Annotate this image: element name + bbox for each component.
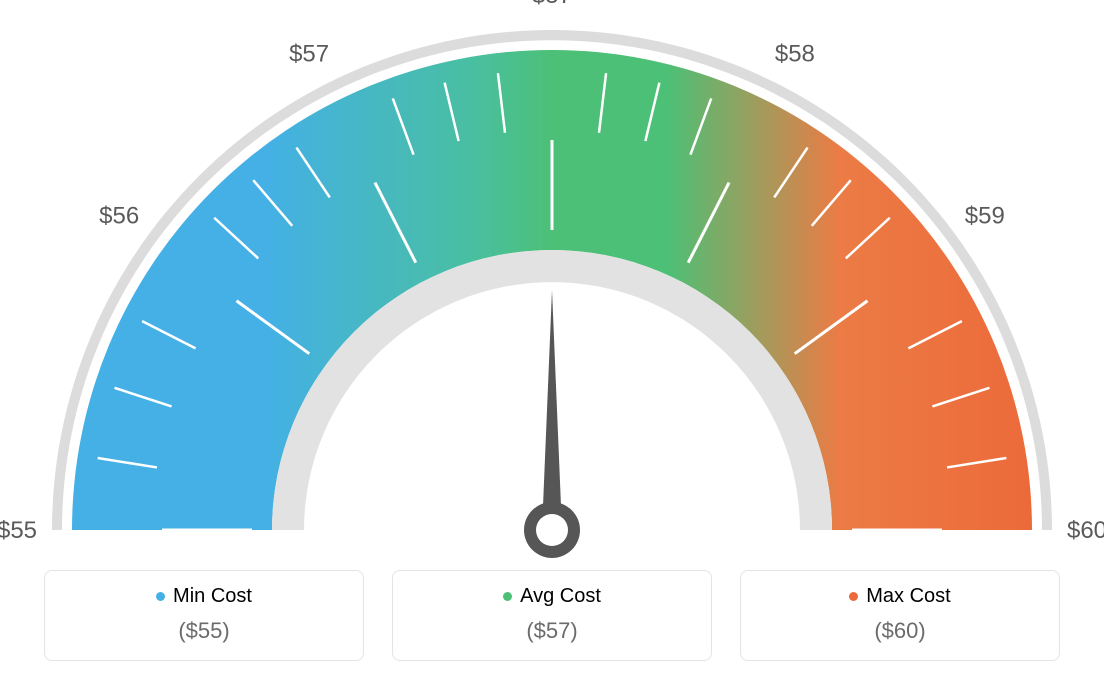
legend-value-max: ($60) xyxy=(759,618,1041,644)
legend-label-max: Max Cost xyxy=(866,585,950,608)
legend-title-avg: Avg Cost xyxy=(503,585,601,608)
legend-title-min: Min Cost xyxy=(156,585,252,608)
legend-value-min: ($55) xyxy=(63,618,345,644)
gauge-svg: $55 $56 $57 $57 $58 $59 $60 xyxy=(0,0,1104,560)
svg-text:$58: $58 xyxy=(775,40,815,67)
legend-dot-max xyxy=(849,592,858,601)
legend-value-avg: ($57) xyxy=(411,618,693,644)
legend-dot-avg xyxy=(503,592,512,601)
svg-text:$56: $56 xyxy=(99,203,139,230)
legend-row: Min Cost ($55) Avg Cost ($57) Max Cost (… xyxy=(0,570,1104,661)
legend-label-avg: Avg Cost xyxy=(520,585,601,608)
legend-card-min: Min Cost ($55) xyxy=(44,570,364,661)
legend-dot-min xyxy=(156,592,165,601)
svg-text:$55: $55 xyxy=(0,517,37,544)
svg-text:$57: $57 xyxy=(289,40,329,67)
gauge-chart: $55 $56 $57 $57 $58 $59 $60 xyxy=(0,0,1104,560)
svg-text:$57: $57 xyxy=(532,0,572,9)
legend-card-max: Max Cost ($60) xyxy=(740,570,1060,661)
svg-text:$60: $60 xyxy=(1067,517,1104,544)
legend-title-max: Max Cost xyxy=(849,585,950,608)
legend-card-avg: Avg Cost ($57) xyxy=(392,570,712,661)
legend-label-min: Min Cost xyxy=(173,585,252,608)
svg-text:$59: $59 xyxy=(965,203,1005,230)
